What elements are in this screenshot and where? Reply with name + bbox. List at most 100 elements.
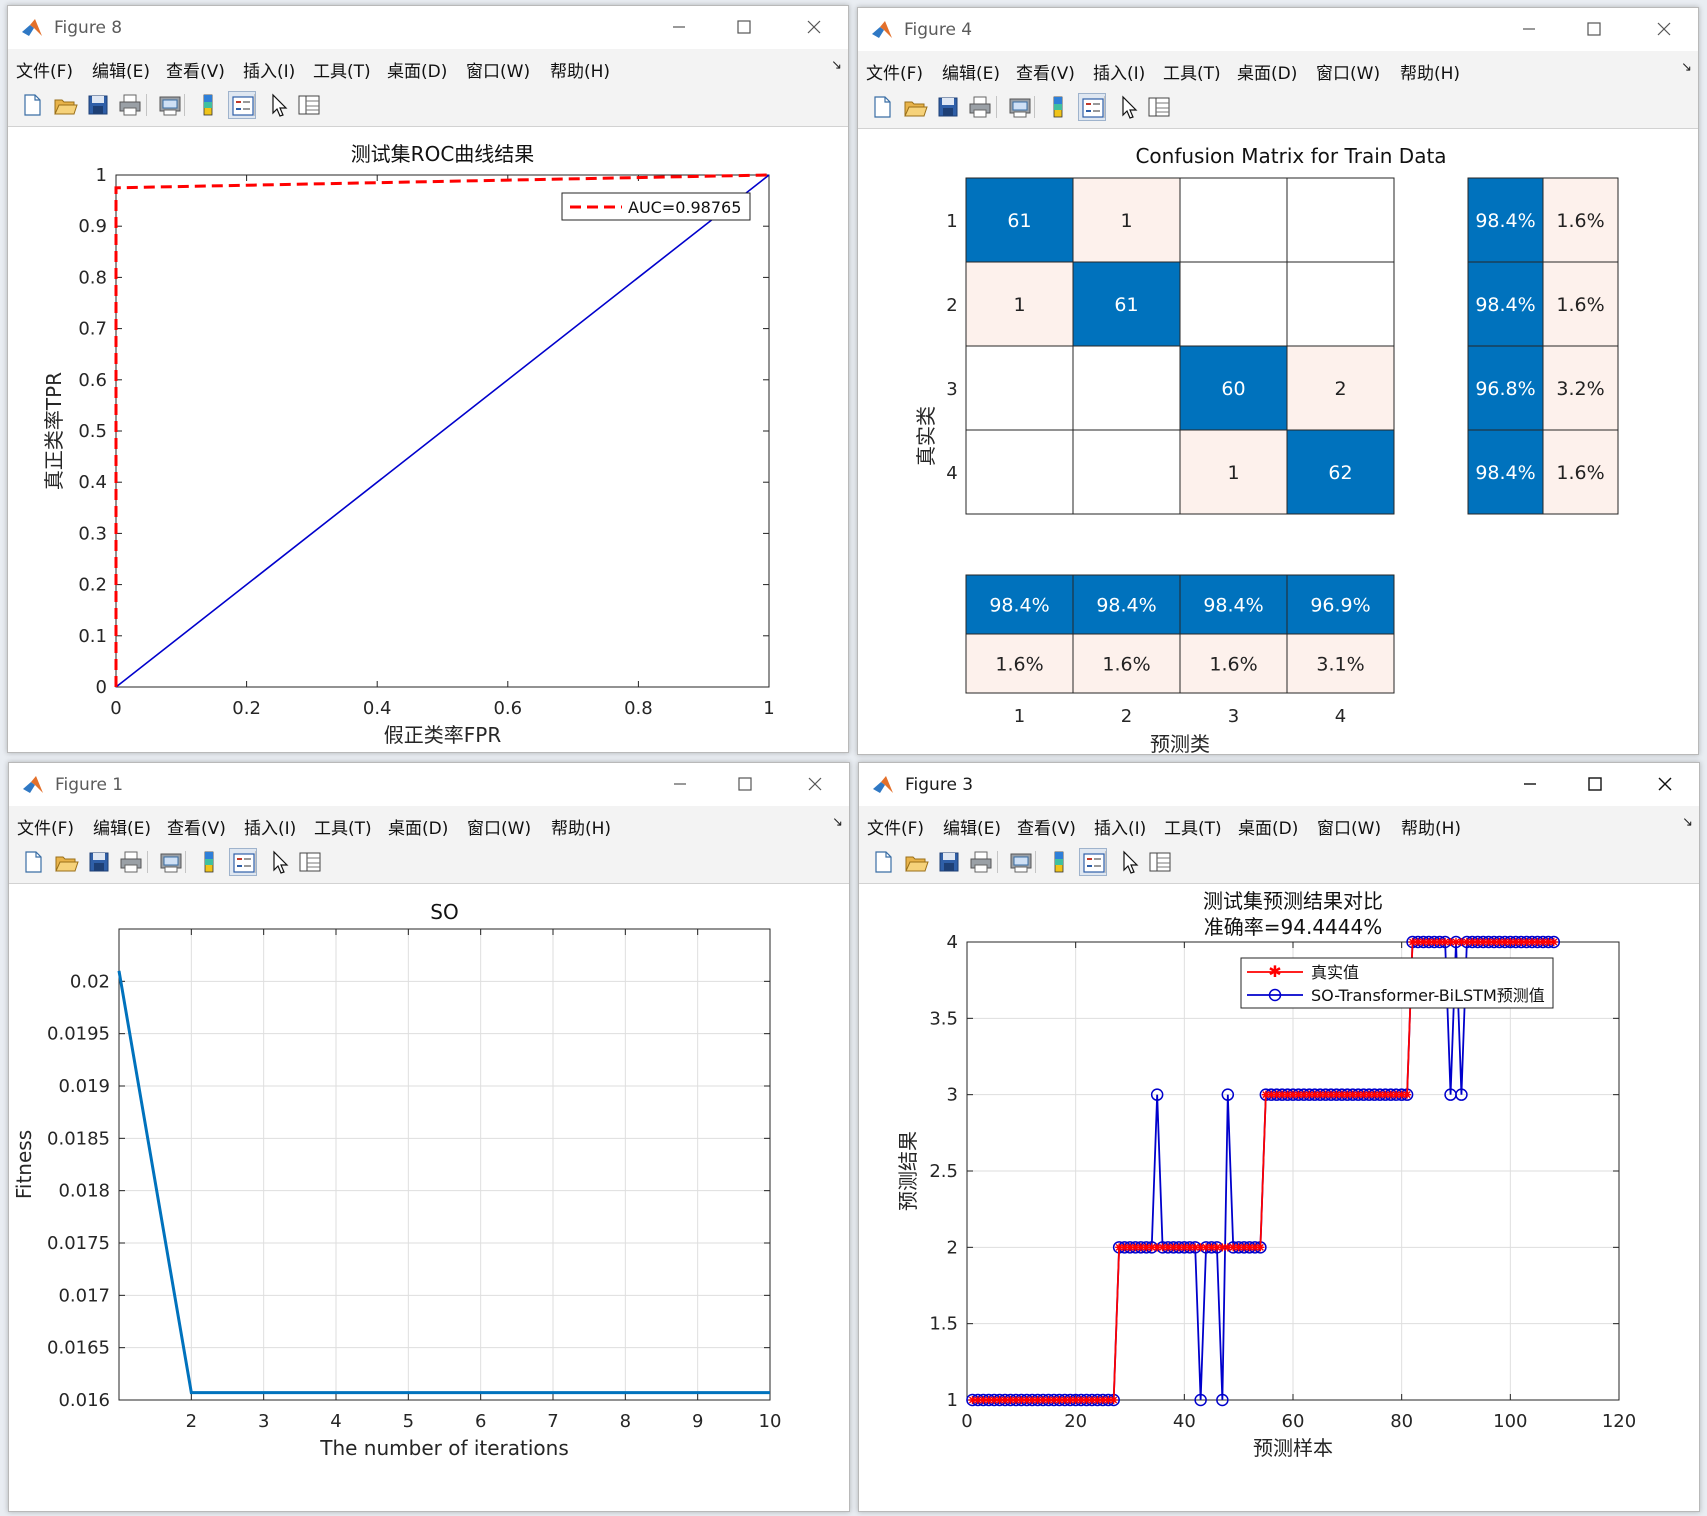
colorbar-icon[interactable]: [195, 848, 223, 876]
legend-icon[interactable]: [228, 91, 256, 119]
menu-desktop[interactable]: 桌面(D): [388, 819, 449, 839]
truth-point: [1131, 1243, 1140, 1252]
print-preview-icon[interactable]: [156, 91, 184, 119]
x-tick-label: 8: [620, 1411, 631, 1432]
series-diagonal-line: [115, 174, 770, 688]
menu-file[interactable]: 文件(F): [17, 819, 75, 839]
save-icon[interactable]: [935, 848, 963, 876]
menu-file[interactable]: 文件(F): [866, 64, 924, 84]
menu-desktop[interactable]: 桌面(D): [1238, 819, 1299, 839]
menu-desktop[interactable]: 桌面(D): [387, 62, 448, 82]
close-button[interactable]: [793, 12, 835, 42]
menu-insert[interactable]: 插入(I): [1093, 64, 1146, 84]
y-tick-label: 3.5: [929, 1008, 958, 1029]
save-icon[interactable]: [85, 848, 113, 876]
property-inspector-icon[interactable]: [1145, 93, 1173, 121]
window-title: Figure 4: [904, 20, 973, 40]
menu-view[interactable]: 查看(V): [1016, 64, 1075, 84]
close-button[interactable]: [794, 769, 836, 799]
menu-view[interactable]: 查看(V): [1017, 819, 1076, 839]
menu-help[interactable]: 帮助(H): [550, 62, 611, 82]
title-bar[interactable]: Figure 8: [8, 6, 848, 49]
minimize-button[interactable]: [1508, 14, 1550, 44]
menu-edit[interactable]: 编辑(E): [942, 64, 1001, 84]
menu-help[interactable]: 帮助(H): [551, 819, 612, 839]
save-icon[interactable]: [84, 91, 112, 119]
open-file-icon[interactable]: [901, 93, 929, 121]
minimize-button[interactable]: [659, 769, 701, 799]
maximize-button[interactable]: [724, 769, 766, 799]
print-icon[interactable]: [967, 848, 995, 876]
legend-icon[interactable]: [229, 848, 257, 876]
close-button[interactable]: [1644, 769, 1686, 799]
truth-point: [1354, 1090, 1363, 1099]
new-figure-icon[interactable]: [869, 848, 897, 876]
pointer-icon[interactable]: [265, 848, 293, 876]
print-preview-icon[interactable]: [157, 848, 185, 876]
print-preview-icon[interactable]: [1006, 93, 1034, 121]
menu-insert[interactable]: 插入(I): [1094, 819, 1147, 839]
pointer-icon[interactable]: [264, 91, 292, 119]
maximize-button[interactable]: [1574, 769, 1616, 799]
print-icon[interactable]: [117, 848, 145, 876]
menu-tools[interactable]: 工具(T): [1164, 819, 1222, 839]
menu-window[interactable]: 窗口(W): [1317, 819, 1382, 839]
menu-dock-icon[interactable]: ↘: [832, 815, 843, 830]
maximize-icon: [737, 20, 751, 34]
new-figure-icon[interactable]: [19, 848, 47, 876]
maximize-button[interactable]: [1573, 14, 1615, 44]
legend-icon[interactable]: [1079, 848, 1107, 876]
menu-desktop[interactable]: 桌面(D): [1237, 64, 1298, 84]
minimize-button[interactable]: [658, 12, 700, 42]
menu-edit[interactable]: 编辑(E): [92, 62, 151, 82]
open-file-icon[interactable]: [51, 91, 79, 119]
title-bar[interactable]: Figure 4: [858, 8, 1698, 51]
menu-edit[interactable]: 编辑(E): [943, 819, 1002, 839]
legend-icon[interactable]: [1078, 93, 1106, 121]
menu-insert[interactable]: 插入(I): [243, 62, 296, 82]
colorbar-icon[interactable]: [1045, 848, 1073, 876]
print-preview-icon[interactable]: [1007, 848, 1035, 876]
menu-dock-icon[interactable]: ↘: [831, 58, 842, 73]
pointer-icon[interactable]: [1114, 93, 1142, 121]
print-icon[interactable]: [116, 91, 144, 119]
menu-dock-icon[interactable]: ↘: [1682, 815, 1693, 830]
menu-file[interactable]: 文件(F): [16, 62, 74, 82]
save-icon[interactable]: [934, 93, 962, 121]
print-icon[interactable]: [966, 93, 994, 121]
menu-edit[interactable]: 编辑(E): [93, 819, 152, 839]
menu-help[interactable]: 帮助(H): [1401, 819, 1462, 839]
x-tick-label: 0: [110, 698, 121, 719]
menu-window[interactable]: 窗口(W): [1316, 64, 1381, 84]
y-tick-label: 4: [947, 932, 958, 953]
menu-insert[interactable]: 插入(I): [244, 819, 297, 839]
pointer-icon[interactable]: [1115, 848, 1143, 876]
minimize-button[interactable]: [1509, 769, 1551, 799]
menu-tools[interactable]: 工具(T): [313, 62, 371, 82]
property-inspector-icon[interactable]: [295, 91, 323, 119]
colorbar-icon[interactable]: [1044, 93, 1072, 121]
new-figure-icon[interactable]: [18, 91, 46, 119]
new-figure-icon[interactable]: [868, 93, 896, 121]
menu-window[interactable]: 窗口(W): [467, 819, 532, 839]
menu-dock-icon[interactable]: ↘: [1681, 60, 1692, 75]
menu-view[interactable]: 查看(V): [166, 62, 225, 82]
menu-file[interactable]: 文件(F): [867, 819, 925, 839]
menu-view[interactable]: 查看(V): [167, 819, 226, 839]
menu-window[interactable]: 窗口(W): [466, 62, 531, 82]
maximize-button[interactable]: [723, 12, 765, 42]
title-bar[interactable]: Figure 3: [859, 763, 1699, 806]
toolbar-separator: [255, 851, 256, 873]
close-button[interactable]: [1643, 14, 1685, 44]
colorbar-icon[interactable]: [194, 91, 222, 119]
property-inspector-icon[interactable]: [1146, 848, 1174, 876]
property-inspector-icon[interactable]: [296, 848, 324, 876]
menu-help[interactable]: 帮助(H): [1400, 64, 1461, 84]
title-bar[interactable]: Figure 1: [9, 763, 849, 806]
figure-4-window: Figure 4 文件(F) 编辑(E) 查看(V) 插入(I) 工具(T) 桌…: [857, 7, 1699, 755]
open-file-icon[interactable]: [902, 848, 930, 876]
truth-point: [1147, 1243, 1156, 1252]
menu-tools[interactable]: 工具(T): [1163, 64, 1221, 84]
open-file-icon[interactable]: [52, 848, 80, 876]
menu-tools[interactable]: 工具(T): [314, 819, 372, 839]
